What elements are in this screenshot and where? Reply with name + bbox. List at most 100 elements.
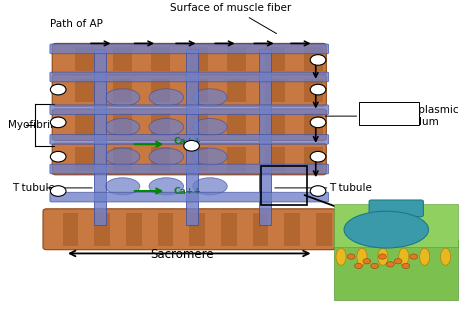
FancyBboxPatch shape (50, 72, 328, 82)
Ellipse shape (193, 178, 227, 195)
Text: T tubule: T tubule (12, 183, 55, 193)
Bar (303, 79, 323, 102)
FancyBboxPatch shape (369, 200, 423, 217)
Circle shape (379, 254, 386, 259)
Text: Myofibrils: Myofibrils (8, 120, 58, 130)
Bar (265, 48, 284, 71)
Ellipse shape (399, 248, 409, 265)
Ellipse shape (193, 118, 227, 136)
Bar (334, 240, 458, 300)
Text: Sarcoplasmic
reticulum: Sarcoplasmic reticulum (389, 105, 459, 127)
Ellipse shape (105, 118, 140, 136)
Circle shape (310, 152, 326, 162)
FancyBboxPatch shape (43, 209, 336, 250)
Ellipse shape (105, 148, 140, 165)
Circle shape (363, 259, 371, 264)
Circle shape (371, 263, 379, 269)
Text: Path of AP: Path of AP (50, 19, 103, 29)
Bar (189, 48, 208, 71)
Circle shape (402, 263, 410, 269)
Bar (316, 213, 332, 246)
Circle shape (394, 259, 402, 264)
Bar (189, 147, 208, 171)
Bar (75, 113, 94, 136)
Ellipse shape (193, 89, 227, 106)
FancyBboxPatch shape (52, 109, 326, 140)
FancyBboxPatch shape (50, 135, 328, 144)
Bar (113, 147, 132, 171)
Text: T tubule: T tubule (329, 183, 373, 193)
Circle shape (310, 54, 326, 65)
Bar (93, 49, 106, 225)
Bar (265, 147, 284, 171)
Circle shape (50, 152, 66, 162)
Circle shape (310, 186, 326, 196)
Circle shape (347, 254, 355, 259)
Bar (75, 147, 94, 171)
Bar (151, 48, 170, 71)
Bar (189, 79, 208, 102)
Bar (113, 48, 132, 71)
Bar (113, 113, 132, 136)
Bar (261, 166, 307, 205)
Text: Surface of muscle fiber: Surface of muscle fiber (170, 3, 292, 13)
Ellipse shape (193, 148, 227, 165)
Bar (151, 79, 170, 102)
Bar (259, 49, 271, 225)
Ellipse shape (378, 248, 388, 265)
Bar (284, 213, 300, 246)
Text: Ca++: Ca++ (173, 186, 201, 196)
Bar (157, 213, 173, 246)
Bar (265, 79, 284, 102)
Text: Ca++: Ca++ (173, 137, 201, 146)
Bar (113, 79, 132, 102)
Bar (186, 49, 198, 225)
Ellipse shape (357, 248, 367, 265)
FancyBboxPatch shape (52, 43, 326, 75)
Bar (189, 213, 205, 246)
Bar (221, 213, 237, 246)
Ellipse shape (149, 118, 183, 136)
Ellipse shape (149, 178, 183, 195)
Circle shape (355, 263, 363, 269)
Bar (359, 102, 419, 125)
Ellipse shape (149, 148, 183, 165)
Circle shape (410, 254, 418, 259)
Ellipse shape (105, 89, 140, 106)
Bar (303, 147, 323, 171)
Bar (228, 79, 246, 102)
Bar (334, 203, 458, 247)
Ellipse shape (440, 248, 451, 265)
Bar (253, 213, 268, 246)
Bar (75, 48, 94, 71)
FancyBboxPatch shape (50, 105, 328, 115)
FancyBboxPatch shape (50, 44, 328, 54)
FancyBboxPatch shape (50, 164, 328, 174)
Bar (75, 79, 94, 102)
Circle shape (50, 117, 66, 128)
FancyBboxPatch shape (52, 75, 326, 106)
Ellipse shape (105, 178, 140, 195)
Text: Sacromere: Sacromere (151, 248, 214, 261)
Circle shape (50, 186, 66, 196)
Bar (63, 213, 78, 246)
Ellipse shape (149, 89, 183, 106)
Circle shape (386, 262, 394, 267)
Ellipse shape (344, 211, 428, 248)
Ellipse shape (336, 248, 346, 265)
Circle shape (184, 140, 200, 151)
Bar (126, 213, 142, 246)
Bar (151, 113, 170, 136)
Bar (228, 113, 246, 136)
Bar (94, 213, 110, 246)
Bar (228, 48, 246, 71)
FancyBboxPatch shape (52, 143, 326, 175)
Bar (303, 48, 323, 71)
Ellipse shape (419, 248, 430, 265)
Bar (151, 147, 170, 171)
Bar (189, 113, 208, 136)
Bar (265, 113, 284, 136)
Bar (228, 147, 246, 171)
Circle shape (310, 117, 326, 128)
Circle shape (50, 84, 66, 95)
